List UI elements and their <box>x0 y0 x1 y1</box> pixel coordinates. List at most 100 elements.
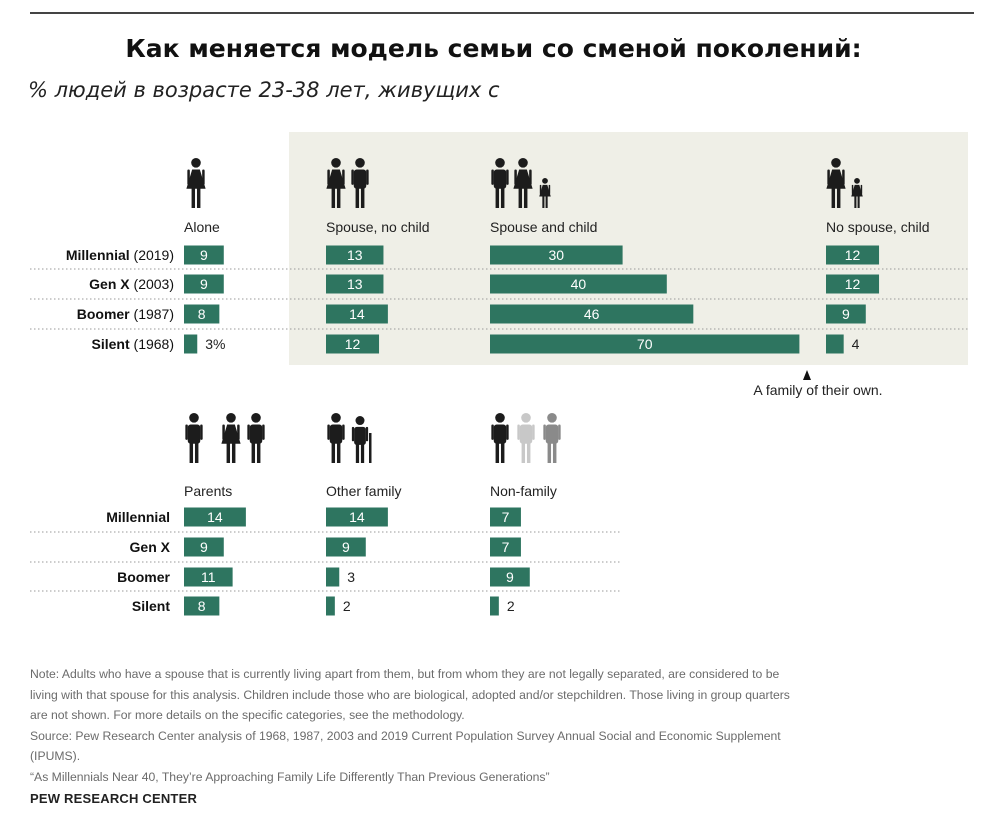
category-label: Gen X (2003) <box>89 276 174 292</box>
top-rule <box>30 12 974 14</box>
bar-value-label: 12 <box>845 276 861 292</box>
bar-value-label: 13 <box>347 247 363 263</box>
bar <box>490 245 623 265</box>
bar-value-label: 4 <box>852 336 860 352</box>
series-header: Non-family <box>490 483 557 499</box>
bar-value-label: 9 <box>200 539 208 555</box>
roommates-icon <box>491 413 561 463</box>
series-header: Parents <box>184 483 232 499</box>
note-line: Note: Adults who have a spouse that is c… <box>30 667 780 681</box>
bar <box>184 274 224 294</box>
category-icons <box>185 158 863 463</box>
bar <box>326 596 335 616</box>
bar <box>184 334 198 354</box>
category-label: Millennial (2019) <box>66 247 174 263</box>
note-line: living with that spouse for this analysi… <box>30 687 790 702</box>
bar <box>326 274 384 294</box>
chart-title: Как меняется модель семьи со сменой поко… <box>125 34 862 63</box>
survey-year: (2003) <box>130 276 174 292</box>
bar-value-label: 14 <box>207 509 223 525</box>
parents-icon <box>185 413 265 463</box>
own-family-annotation: A family of their own. <box>753 370 883 398</box>
chart-marks: Millennial (2019)Gen X (2003)Boomer (198… <box>66 219 930 616</box>
survey-year: (2019) <box>130 247 174 263</box>
series-header: Spouse, no child <box>326 219 430 235</box>
bar-value-label: 9 <box>200 247 208 263</box>
bar-value-label: 46 <box>584 306 600 322</box>
bar <box>490 304 694 324</box>
bar <box>490 334 800 354</box>
series-header: Spouse and child <box>490 219 597 235</box>
bar-value-label: 12 <box>345 336 361 352</box>
category-label: Boomer <box>117 569 170 585</box>
category-label: Gen X <box>130 539 171 555</box>
report-title: “As Millennials Near 40, They’re Approac… <box>30 769 550 784</box>
bar <box>490 567 530 587</box>
series-header: No spouse, child <box>826 219 930 235</box>
bar <box>490 596 499 616</box>
series-header: Alone <box>184 219 220 235</box>
note-line: are not shown. For more details on the s… <box>30 708 465 722</box>
bar-value-label: 30 <box>549 247 565 263</box>
generation-name: Gen X <box>89 276 130 292</box>
bar <box>184 596 220 616</box>
source-line: Source: Pew Research Center analysis of … <box>30 728 781 743</box>
bar-value-label: 14 <box>349 306 365 322</box>
bar-value-label: 9 <box>342 539 350 555</box>
bar-value-label: 2 <box>507 598 515 614</box>
bar-value-label: 9 <box>842 306 850 322</box>
bar <box>326 304 388 324</box>
bar-value-label: 2 <box>343 598 351 614</box>
bar-value-label: 14 <box>349 509 365 525</box>
survey-year: (1968) <box>130 336 174 352</box>
brand-logo-text: PEW RESEARCH CENTER <box>30 791 198 806</box>
bar <box>826 304 866 324</box>
category-label: Silent (1968) <box>92 336 174 352</box>
series-header: Other family <box>326 483 401 499</box>
survey-year: (1987) <box>130 306 174 322</box>
bar <box>326 334 380 354</box>
bar <box>326 245 384 265</box>
bar <box>184 537 224 557</box>
bar-value-label: 9 <box>506 569 514 585</box>
category-label: Boomer (1987) <box>77 306 174 322</box>
chart-footnotes: Note: Adults who have a spouse that is c… <box>30 664 970 787</box>
bar <box>826 274 880 294</box>
bar-value-label: 70 <box>637 336 653 352</box>
bar <box>826 334 844 354</box>
bar <box>326 507 388 527</box>
bar <box>184 304 220 324</box>
bar-value-label: 13 <box>347 276 363 292</box>
living-arrangements-chart: Millennial (2019)Gen X (2003)Boomer (198… <box>30 158 968 616</box>
bar-value-label: 40 <box>571 276 587 292</box>
bar-value-label: 8 <box>198 306 206 322</box>
annotation-text: A family of their own. <box>753 382 882 398</box>
row-dividers <box>30 268 968 592</box>
elderly-relatives-icon <box>327 413 372 463</box>
generation-name: Millennial <box>66 247 130 263</box>
bar-value-label: 3% <box>205 336 225 352</box>
generation-name: Silent <box>92 336 130 352</box>
person-icon <box>186 158 206 208</box>
single-parent-icon <box>826 158 863 208</box>
bar <box>326 567 340 587</box>
bar-value-label: 11 <box>201 569 216 585</box>
bar <box>490 537 521 557</box>
category-label: Silent <box>132 598 170 614</box>
annotation-arrow <box>803 370 811 380</box>
generation-name: Boomer <box>77 306 130 322</box>
category-label: Millennial <box>106 509 170 525</box>
bar <box>490 274 667 294</box>
bar <box>184 507 246 527</box>
bar-value-label: 9 <box>200 276 208 292</box>
bar <box>326 537 366 557</box>
source-line: (IPUMS). <box>30 749 81 763</box>
bar-value-label: 7 <box>502 509 510 525</box>
couple-icon <box>326 158 369 208</box>
bar-value-label: 8 <box>198 598 206 614</box>
bar-value-label: 7 <box>502 539 510 555</box>
bar <box>184 245 224 265</box>
family-icon <box>491 158 551 208</box>
bar <box>826 245 880 265</box>
bar <box>184 567 233 587</box>
